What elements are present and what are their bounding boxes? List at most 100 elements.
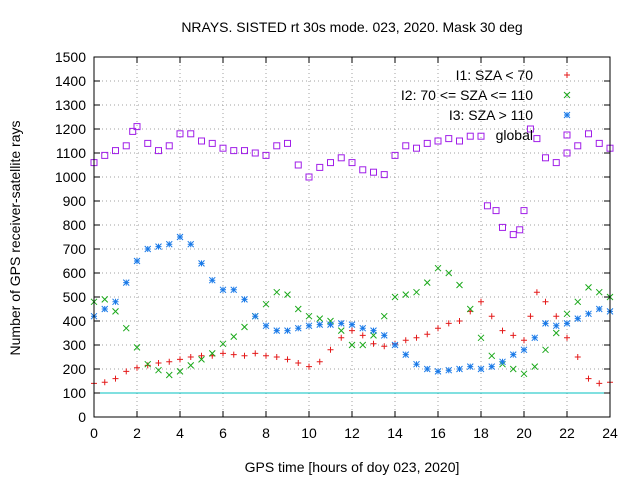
x-tick-label: 16 <box>430 425 446 441</box>
data-point <box>316 163 324 171</box>
x-tick-label: 2 <box>133 425 141 441</box>
data-point <box>380 332 388 339</box>
data-point <box>294 324 302 332</box>
data-point <box>284 356 291 363</box>
data-point <box>596 380 603 387</box>
data-point <box>380 171 388 179</box>
data-point <box>230 286 238 294</box>
x-tick-label: 10 <box>301 425 317 441</box>
data-point <box>133 344 141 351</box>
data-point <box>574 354 581 360</box>
data-point <box>134 364 140 371</box>
data-point <box>413 334 420 341</box>
data-point <box>552 329 560 337</box>
data-point <box>230 147 238 155</box>
data-point <box>413 144 420 152</box>
data-point <box>251 149 259 157</box>
y-tick-label: 1400 <box>55 73 86 89</box>
axis-ticks: 0 2 4 6 8 10 12 14 16 18 20 22 240100200300400500600… <box>55 49 618 441</box>
data-point <box>488 352 496 360</box>
y-tick-label: 100 <box>63 385 87 401</box>
data-point <box>112 298 119 306</box>
data-point <box>316 321 324 328</box>
data-point <box>413 288 420 296</box>
data-point <box>198 260 205 267</box>
data-point <box>521 337 527 344</box>
data-point <box>402 291 410 298</box>
y-tick-label: 1200 <box>55 121 86 137</box>
data-point <box>165 240 173 248</box>
data-point <box>133 257 141 265</box>
data-point <box>348 321 356 328</box>
data-point <box>595 305 603 313</box>
y-tick-label: 600 <box>63 265 87 281</box>
data-point <box>187 240 195 248</box>
data-point <box>198 356 205 363</box>
data-point <box>533 135 541 143</box>
data-point <box>478 298 484 305</box>
data-point <box>520 207 528 215</box>
data-point <box>380 312 388 320</box>
series-4 <box>90 123 614 239</box>
data-point <box>533 289 540 296</box>
data-point <box>510 332 517 339</box>
data-point <box>294 161 302 169</box>
x-tick-label: 6 <box>219 425 227 441</box>
data-point <box>208 276 216 284</box>
x-tick-label: 4 <box>176 425 184 441</box>
data-point <box>198 137 205 145</box>
data-point <box>337 154 345 162</box>
data-point <box>445 366 453 374</box>
data-point <box>337 320 345 327</box>
y-tick-label: 300 <box>63 337 87 353</box>
data-point <box>434 137 442 145</box>
x-axis-label: GPS time [hours of doy 023, 2020] <box>245 459 460 475</box>
y-tick-label: 1300 <box>55 97 86 113</box>
data-point <box>262 151 270 159</box>
data-point <box>348 159 356 167</box>
data-point <box>391 151 399 159</box>
x-tick-label: 14 <box>387 425 403 441</box>
data-point <box>122 279 130 286</box>
data-point <box>112 147 119 155</box>
data-point <box>595 139 603 147</box>
data-point <box>381 343 388 350</box>
data-point <box>359 332 366 339</box>
data-point <box>252 350 259 357</box>
data-point <box>305 312 313 320</box>
data-point <box>305 173 313 181</box>
data-point <box>391 341 399 349</box>
data-point <box>434 264 442 272</box>
data-point <box>456 318 463 324</box>
data-point <box>563 310 571 318</box>
data-point <box>165 142 173 150</box>
data-point <box>122 142 130 150</box>
series-3 <box>90 233 614 375</box>
data-point <box>306 363 312 370</box>
data-point <box>520 370 528 378</box>
data-point <box>509 365 517 373</box>
data-point <box>122 324 130 332</box>
data-point <box>144 245 152 253</box>
data-point <box>499 223 506 231</box>
x-tick-label: 24 <box>602 425 618 441</box>
data-point <box>370 332 377 339</box>
data-point <box>456 365 463 373</box>
y-tick-label: 1000 <box>55 169 86 185</box>
data-point <box>187 130 195 138</box>
data-point <box>208 350 216 357</box>
data-point <box>423 365 431 373</box>
data-point <box>187 354 194 360</box>
y-axis-label: Number of GPS receiver-satellite rays <box>7 121 23 356</box>
data-point <box>133 123 141 131</box>
data-point <box>531 363 539 370</box>
data-point <box>155 360 162 366</box>
data-point <box>509 351 517 358</box>
data-point <box>488 363 496 370</box>
data-point <box>219 144 227 152</box>
data-point <box>359 324 367 332</box>
data-point <box>370 168 377 176</box>
data-point <box>176 368 184 375</box>
data-point <box>499 327 506 334</box>
data-point <box>123 368 130 375</box>
